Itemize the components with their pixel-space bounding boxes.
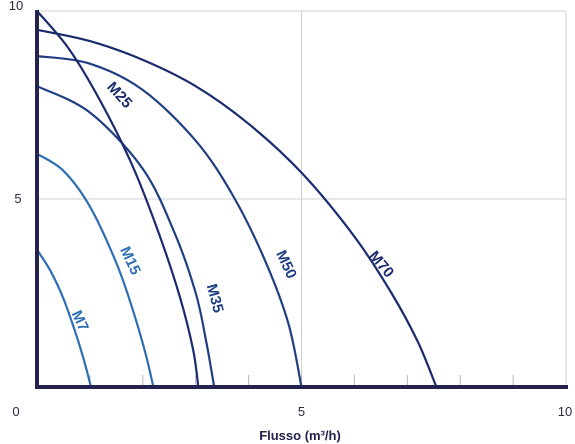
y-tick-label: 10 bbox=[9, 0, 23, 13]
x-tick-label: 0 bbox=[12, 404, 19, 419]
series-line-m25 bbox=[35, 9, 200, 389]
series-label-m50: M50 bbox=[272, 248, 300, 282]
series-line-m70 bbox=[35, 28, 438, 389]
chart-axes bbox=[35, 10, 568, 389]
series-label-m70: M70 bbox=[365, 248, 397, 281]
series-label-m25: M25 bbox=[103, 79, 135, 112]
series-line-m7 bbox=[35, 248, 93, 389]
series-label-m35: M35 bbox=[203, 282, 227, 315]
chart-grid bbox=[37, 10, 567, 387]
y-tick-label: 5 bbox=[14, 191, 21, 206]
tick-labels: 0 5 10 5 10 bbox=[9, 0, 572, 419]
x-tick-label: 10 bbox=[558, 404, 572, 419]
series-label-m7: M7 bbox=[68, 308, 92, 334]
series-line-m50 bbox=[35, 55, 303, 389]
series-line-m15 bbox=[35, 152, 155, 389]
series-curves bbox=[35, 9, 438, 389]
series-line-m35 bbox=[35, 85, 216, 389]
x-tick-label: 5 bbox=[298, 404, 305, 419]
x-axis-label: Flusso (m³/h) bbox=[259, 428, 341, 443]
